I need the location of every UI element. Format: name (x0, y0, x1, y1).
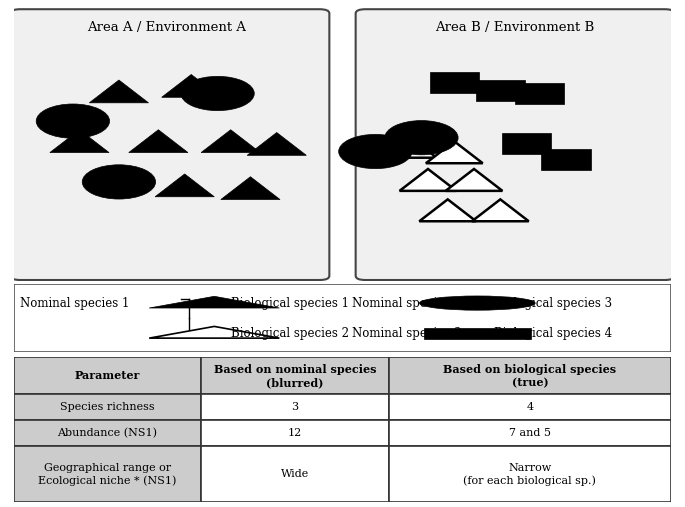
Text: Nominal species 3: Nominal species 3 (352, 327, 462, 340)
Text: Area B / Environment B: Area B / Environment B (435, 21, 595, 33)
Text: Biological species 4: Biological species 4 (494, 327, 612, 340)
Text: Nominal species 1 —: Nominal species 1 — (21, 297, 145, 310)
Text: 7 and 5: 7 and 5 (509, 428, 551, 438)
Polygon shape (380, 136, 436, 158)
Text: Species richness: Species richness (60, 402, 155, 412)
Polygon shape (221, 177, 280, 200)
Text: 3: 3 (291, 402, 299, 412)
Bar (201, 394, 388, 420)
Polygon shape (419, 199, 476, 221)
Polygon shape (247, 132, 306, 155)
Text: Wide: Wide (281, 469, 309, 479)
Bar (388, 357, 671, 394)
Bar (14, 357, 201, 394)
Bar (424, 328, 531, 339)
Ellipse shape (36, 104, 110, 138)
Text: Narrow
(for each biological sp.): Narrow (for each biological sp.) (464, 462, 597, 486)
Ellipse shape (82, 165, 155, 199)
Polygon shape (426, 141, 483, 163)
Bar (388, 420, 671, 446)
Ellipse shape (419, 296, 535, 310)
Bar (14, 446, 201, 502)
Text: Parameter: Parameter (75, 370, 140, 381)
Text: Based on nominal species
(blurred): Based on nominal species (blurred) (214, 364, 376, 388)
Text: Biological species 2: Biological species 2 (231, 327, 349, 340)
Bar (502, 133, 551, 154)
Text: Based on biological species
(true): Based on biological species (true) (443, 364, 616, 388)
Text: Geographical range or
Ecological niche * (NS1): Geographical range or Ecological niche *… (38, 462, 177, 486)
Polygon shape (149, 296, 279, 308)
FancyBboxPatch shape (10, 9, 329, 280)
Text: Biological species 3: Biological species 3 (494, 297, 612, 310)
Text: Biological species 1: Biological species 1 (231, 297, 349, 310)
Ellipse shape (181, 77, 254, 111)
Polygon shape (446, 169, 502, 191)
Polygon shape (50, 130, 109, 153)
Bar (515, 83, 564, 104)
Bar (475, 81, 525, 101)
Text: Area A / Environment A: Area A / Environment A (87, 21, 246, 33)
Text: Nominal species 2: Nominal species 2 (352, 297, 462, 310)
Polygon shape (129, 130, 188, 153)
Bar (541, 150, 590, 170)
Polygon shape (472, 199, 529, 221)
Ellipse shape (385, 121, 458, 155)
Bar (14, 420, 201, 446)
Ellipse shape (338, 134, 412, 169)
Bar (201, 420, 388, 446)
Polygon shape (155, 174, 214, 197)
Text: 4: 4 (526, 402, 534, 412)
Bar (201, 357, 388, 394)
Polygon shape (149, 327, 279, 338)
Text: 12: 12 (288, 428, 302, 438)
Bar (388, 446, 671, 502)
Polygon shape (399, 169, 456, 191)
Text: Abundance (NS1): Abundance (NS1) (58, 428, 158, 439)
Polygon shape (162, 75, 221, 97)
Polygon shape (201, 130, 260, 153)
Bar (388, 394, 671, 420)
Bar (201, 446, 388, 502)
Text: Nominal species 1: Nominal species 1 (21, 297, 129, 310)
Bar (429, 72, 479, 93)
Bar (14, 394, 201, 420)
FancyBboxPatch shape (356, 9, 675, 280)
Polygon shape (89, 80, 149, 103)
